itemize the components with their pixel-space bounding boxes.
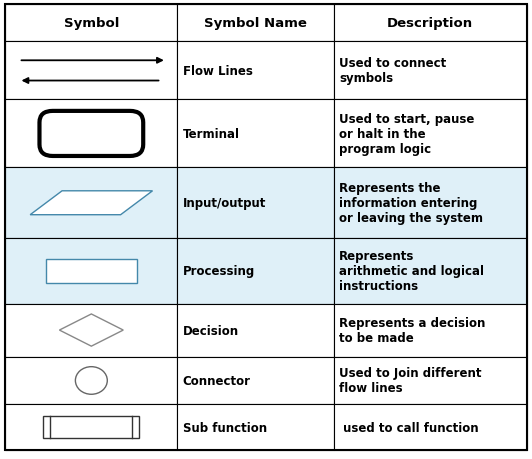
Bar (5, 5, 177, 42)
Bar (177, 168, 334, 239)
Text: Represents the
information entering
or leaving the system: Represents the information entering or l… (339, 182, 483, 225)
Bar (334, 357, 527, 404)
Bar (44, 416, 139, 438)
Bar (5, 239, 177, 304)
Bar (334, 239, 527, 304)
Text: Flow Lines: Flow Lines (182, 65, 253, 78)
Text: Symbol: Symbol (64, 17, 119, 30)
Text: Sub function: Sub function (182, 421, 267, 434)
Text: used to call function: used to call function (339, 421, 479, 434)
Bar (334, 100, 527, 168)
Bar (177, 100, 334, 168)
Text: Processing: Processing (182, 265, 255, 278)
Text: Used to Join different
flow lines: Used to Join different flow lines (339, 367, 481, 395)
Text: Used to connect
symbols: Used to connect symbols (339, 57, 446, 85)
Bar (5, 42, 177, 100)
Bar (5, 100, 177, 168)
Bar (5, 304, 177, 357)
Bar (334, 404, 527, 450)
Text: Decision: Decision (182, 324, 239, 337)
Polygon shape (60, 314, 123, 347)
Bar (5, 357, 177, 404)
Text: Terminal: Terminal (182, 128, 240, 140)
Bar (177, 304, 334, 357)
Bar (46, 259, 137, 283)
Circle shape (76, 367, 107, 394)
Text: Symbol Name: Symbol Name (204, 17, 307, 30)
Bar (177, 42, 334, 100)
Bar (177, 239, 334, 304)
Bar (5, 168, 177, 239)
Bar (5, 404, 177, 450)
Bar (334, 5, 527, 42)
Polygon shape (30, 191, 153, 215)
Text: Represents a decision
to be made: Represents a decision to be made (339, 316, 486, 344)
Bar (177, 5, 334, 42)
FancyBboxPatch shape (39, 112, 143, 157)
Bar (177, 404, 334, 450)
Bar (334, 168, 527, 239)
Text: Description: Description (387, 17, 473, 30)
Text: Input/output: Input/output (182, 197, 266, 210)
Bar (334, 304, 527, 357)
Bar (177, 357, 334, 404)
Bar (334, 42, 527, 100)
Text: Connector: Connector (182, 374, 251, 387)
Text: Used to start, pause
or halt in the
program logic: Used to start, pause or halt in the prog… (339, 112, 475, 156)
Text: Represents
arithmetic and logical
instructions: Represents arithmetic and logical instru… (339, 250, 484, 293)
